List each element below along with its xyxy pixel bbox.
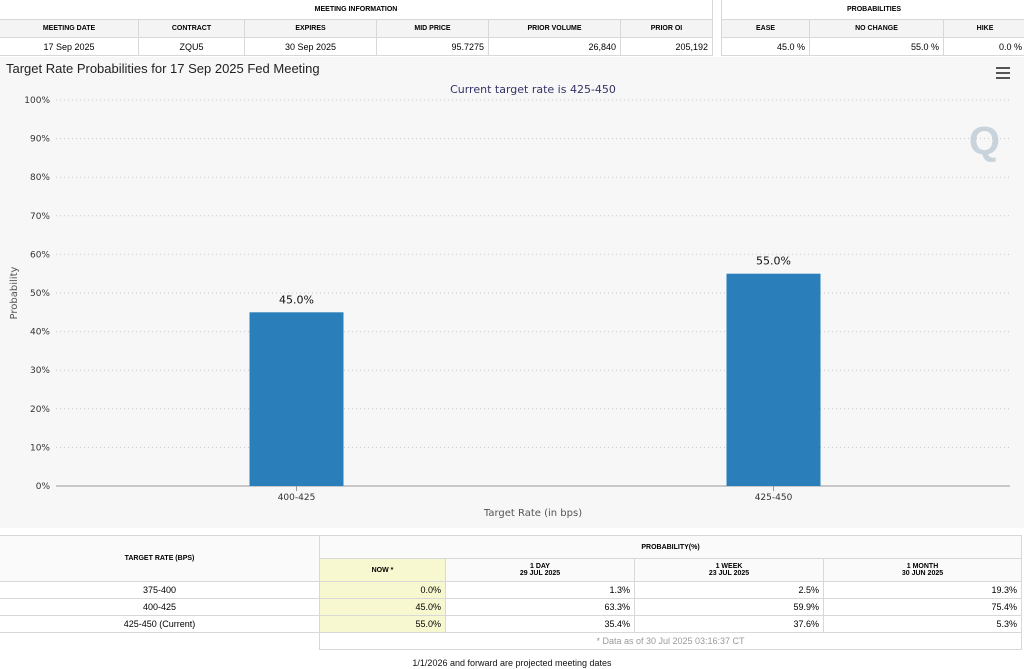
no-change-value: 55.0 % [809, 37, 944, 56]
now-cell: 45.0% [319, 598, 446, 616]
week-cell: 59.9% [634, 598, 824, 616]
prior-volume-value: 26,840 [488, 37, 621, 56]
y-axis-title: Probability [9, 266, 20, 319]
header-expires: EXPIRES [244, 19, 377, 38]
header-no-change: NO CHANGE [809, 19, 944, 38]
week-cell: 37.6% [634, 615, 824, 633]
footer-note: 1/1/2026 and forward are projected meeti… [412, 658, 612, 668]
probabilities-title: PROBABILITIES [720, 0, 1024, 20]
mid-price-value: 95.7275 [376, 37, 489, 56]
y-tick-label: 60% [30, 250, 50, 260]
expires-value: 30 Sep 2025 [244, 37, 377, 56]
day-cell: 1.3% [445, 581, 635, 599]
header-hike: HIKE [942, 19, 1024, 38]
y-tick-label: 0% [36, 482, 51, 492]
meeting-information-title: MEETING INFORMATION [0, 0, 714, 20]
y-tick-label: 10% [30, 443, 50, 453]
header-contract: CONTRACT [138, 19, 245, 38]
x-tick-label: 425-450 [755, 493, 793, 503]
y-tick-label: 80% [30, 173, 50, 183]
hike-value: 0.0 % [942, 37, 1024, 56]
header-1-day: 1 DAY 29 JUL 2025 [445, 558, 635, 582]
meeting-summary: MEETING INFORMATION MEETING DATE CONTRAC… [0, 0, 1024, 56]
y-tick-label: 40% [30, 328, 50, 338]
table-row: 400-425 45.0% 63.3% 59.9% 75.4% [0, 598, 1023, 616]
month-cell: 75.4% [822, 598, 1023, 616]
month-cell: 19.3% [822, 581, 1023, 599]
header-meeting-date: MEETING DATE [0, 19, 139, 38]
chart-title: Target Rate Probabilities for 17 Sep 202… [6, 61, 320, 76]
x-tick-label: 400-425 [278, 493, 316, 503]
table-row: 425-450 (Current) 55.0% 35.4% 37.6% 5.3% [0, 615, 1023, 633]
y-tick-label: 50% [30, 289, 50, 299]
prior-oi-value: 205,192 [619, 37, 714, 56]
x-axis-title: Target Rate (in bps) [483, 508, 582, 519]
rate-cell: 375-400 [0, 581, 320, 599]
header-ease: EASE [721, 19, 810, 38]
rate-cell: 400-425 [0, 598, 320, 616]
header-1-week: 1 WEEK 23 JUL 2025 [634, 558, 824, 582]
day-cell: 63.3% [445, 598, 635, 616]
bar-data-label: 45.0% [279, 293, 314, 306]
contract-value: ZQU5 [138, 37, 245, 56]
meeting-date-value: 17 Sep 2025 [0, 37, 139, 56]
watermark-logo-icon: Q [968, 119, 1000, 163]
day-cell: 35.4% [445, 615, 635, 633]
header-probability: PROBABILITY(%) [318, 535, 1023, 559]
target-rate-probability-table: TARGET RATE (BPS) PROBABILITY(%) NOW * 1… [0, 535, 1023, 650]
now-cell: 0.0% [319, 581, 446, 599]
header-mid-price: MID PRICE [376, 19, 489, 38]
table-row: 375-400 0.0% 1.3% 2.5% 19.3% [0, 581, 1023, 599]
y-tick-label: 100% [24, 96, 50, 106]
header-target-rate: TARGET RATE (BPS) [0, 535, 320, 582]
probability-bar-chart: 0% 10% 20% 30% 40% 50% 60% 70% 80% 90% 100% 45.0% 40… [9, 83, 1010, 519]
header-1-month: 1 MONTH 30 JUN 2025 [822, 558, 1023, 582]
meeting-information-table: MEETING INFORMATION MEETING DATE CONTRAC… [0, 0, 714, 56]
header-now: NOW * [319, 558, 446, 582]
header-prior-volume: PRIOR VOLUME [488, 19, 621, 38]
month-cell: 5.3% [822, 615, 1023, 633]
ease-value: 45.0 % [721, 37, 810, 56]
now-cell: 55.0% [319, 615, 446, 633]
header-prior-oi: PRIOR OI [619, 19, 714, 38]
bar [249, 312, 344, 486]
chart-panel: Target Rate Probabilities for 17 Sep 202… [0, 57, 1024, 528]
hamburger-menu-icon[interactable] [996, 67, 1010, 79]
y-tick-label: 70% [30, 212, 50, 222]
y-tick-label: 20% [30, 405, 50, 415]
week-cell: 2.5% [634, 581, 824, 599]
bar [726, 273, 821, 486]
probabilities-table: PROBABILITIES EASE NO CHANGE HIKE 45.0 %… [720, 0, 1024, 56]
rate-cell: 425-450 (Current) [0, 615, 320, 633]
bar-data-label: 55.0% [756, 255, 791, 268]
chart-subtitle: Current target rate is 425-450 [450, 83, 616, 96]
y-tick-label: 90% [30, 135, 50, 145]
y-tick-label: 30% [30, 366, 50, 376]
data-timestamp-note: * Data as of 30 Jul 2025 03:16:37 CT [318, 632, 1023, 650]
